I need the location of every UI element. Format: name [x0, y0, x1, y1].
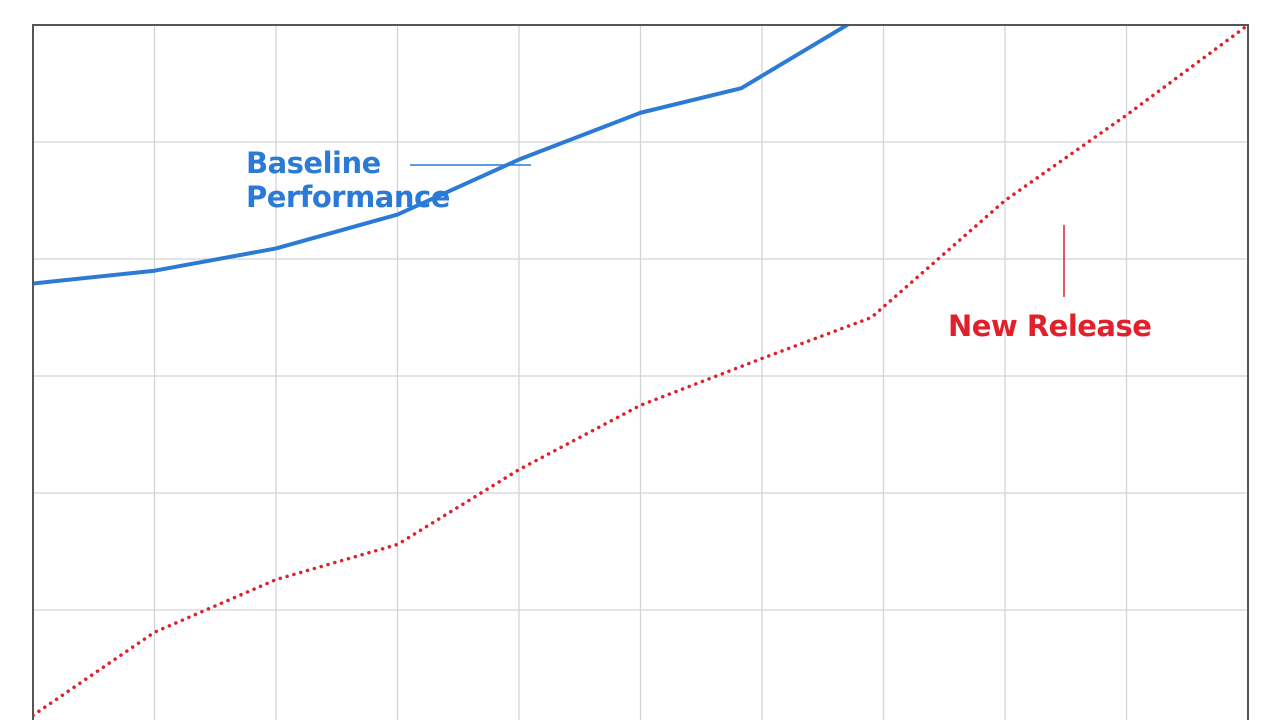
plot-frame [32, 24, 1249, 720]
lines [33, 25, 1248, 718]
series-label: New Release [948, 309, 1152, 343]
series-line [33, 25, 850, 286]
grid [32, 24, 1249, 720]
series-line [33, 25, 1248, 718]
series-label: Baseline Performance [246, 146, 450, 214]
